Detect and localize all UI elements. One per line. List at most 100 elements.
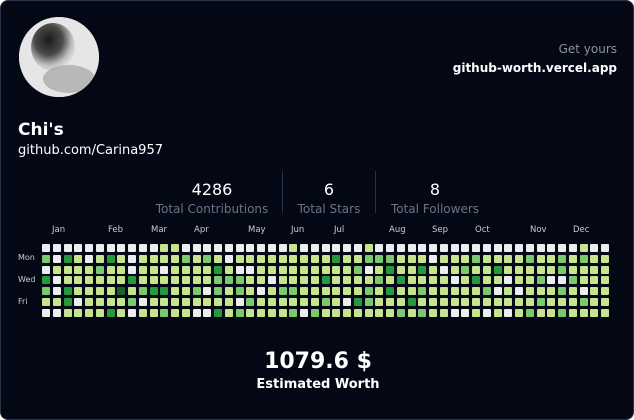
contribution-day <box>343 244 351 252</box>
contribution-day <box>461 254 470 263</box>
contribution-day <box>429 244 437 252</box>
stat-label: Total Followers <box>390 202 480 216</box>
month-label: Oct <box>475 225 490 235</box>
contribution-day <box>289 308 298 317</box>
contribution-day <box>267 265 276 274</box>
contribution-day <box>590 297 599 306</box>
stat-value: 8 <box>429 180 441 199</box>
contribution-day <box>171 287 179 295</box>
month-label: Feb <box>108 225 124 235</box>
contribution-day <box>289 254 298 263</box>
contribution-day <box>171 254 179 263</box>
contribution-day <box>289 265 298 274</box>
contribution-day <box>235 276 244 285</box>
contribution-day <box>439 265 448 274</box>
contribution-day <box>364 244 373 252</box>
month-label: May <box>248 225 266 235</box>
contribution-day <box>396 265 405 274</box>
month-label: Aug <box>389 225 406 235</box>
profile-link[interactable]: github.com/Carina957 <box>18 143 163 158</box>
contribution-day <box>547 297 556 306</box>
contribution-day <box>375 254 384 263</box>
contribution-day <box>601 297 609 306</box>
contribution-day <box>117 287 126 295</box>
contribution-day <box>601 276 609 285</box>
contribution-day <box>224 297 233 306</box>
contribution-day <box>407 297 416 306</box>
contribution-day <box>300 297 308 306</box>
contribution-day <box>429 265 437 274</box>
contribution-day <box>407 308 416 317</box>
contribution-day <box>203 297 212 306</box>
contribution-day <box>472 244 480 252</box>
contribution-day <box>396 254 405 263</box>
contribution-day <box>246 287 255 295</box>
contribution-day <box>418 276 427 285</box>
contribution-day <box>95 308 104 317</box>
contribution-day <box>601 287 609 295</box>
contribution-day <box>192 254 201 263</box>
contribution-day <box>42 308 50 317</box>
contribution-day <box>343 308 351 317</box>
contribution-day <box>63 276 72 285</box>
contribution-day <box>214 287 222 295</box>
contribution-day <box>547 276 556 285</box>
contribution-day <box>396 287 405 295</box>
contribution-day <box>332 254 341 263</box>
contribution-day <box>85 308 93 317</box>
contribution-day <box>353 254 362 263</box>
contribution-day <box>278 308 287 317</box>
contribution-day <box>439 308 448 317</box>
contribution-day <box>106 287 115 295</box>
contribution-day <box>235 244 244 252</box>
contribution-day <box>181 244 190 252</box>
contribution-day <box>63 244 72 252</box>
contribution-day <box>149 276 158 285</box>
contribution-day <box>429 276 437 285</box>
promo-link[interactable]: github-worth.vercel.app <box>452 61 617 75</box>
contribution-day <box>224 287 233 295</box>
contribution-day <box>95 254 104 263</box>
contribution-day <box>246 265 255 274</box>
contribution-day <box>74 265 83 274</box>
contribution-day <box>407 254 416 263</box>
contribution-day <box>396 308 405 317</box>
contribution-day <box>601 308 609 317</box>
contribution-day <box>558 265 566 274</box>
contribution-day <box>450 265 459 274</box>
contribution-day <box>407 244 416 252</box>
contribution-day <box>63 265 72 274</box>
stat-value: 6 <box>323 180 335 199</box>
contribution-day <box>267 287 276 295</box>
contribution-day <box>386 276 394 285</box>
contribution-day <box>407 287 416 295</box>
contribution-day <box>504 297 513 306</box>
contribution-day <box>52 276 61 285</box>
contribution-day <box>138 265 147 274</box>
contribution-day <box>289 287 298 295</box>
contribution-day <box>547 244 556 252</box>
contribution-day <box>558 297 566 306</box>
contribution-day <box>160 297 169 306</box>
contribution-day <box>63 297 72 306</box>
contribution-day <box>300 254 308 263</box>
contribution-day <box>601 254 609 263</box>
contribution-day <box>601 244 609 252</box>
contribution-day <box>504 287 513 295</box>
stat-contributions: 4286 Total Contributions <box>153 181 271 217</box>
contribution-day <box>547 265 556 274</box>
contribution-day <box>472 308 480 317</box>
contribution-day <box>203 276 212 285</box>
contribution-day <box>203 265 212 274</box>
contribution-day <box>42 297 50 306</box>
stat-divider <box>282 171 283 213</box>
contribution-day <box>85 276 93 285</box>
contribution-day <box>128 265 136 274</box>
contribution-day <box>386 287 394 295</box>
estimated-worth-value: 1079.6 $ <box>264 349 372 374</box>
contribution-day <box>106 254 115 263</box>
contribution-day <box>343 297 351 306</box>
weekday-label: Fri <box>18 297 28 306</box>
contribution-day <box>601 265 609 274</box>
